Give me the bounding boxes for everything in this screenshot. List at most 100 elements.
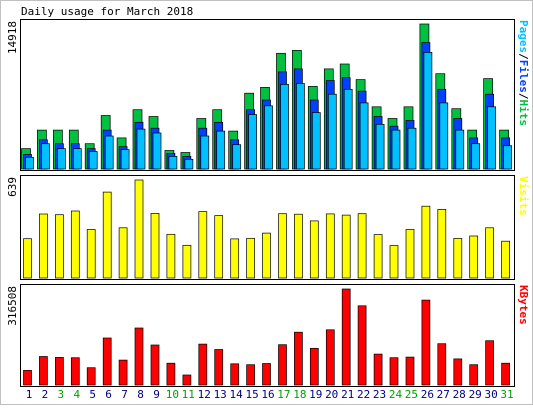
bar-kbytes-day-12 <box>198 343 208 386</box>
bar-visits-day-14 <box>230 238 240 279</box>
day-label-11: 11 <box>182 388 195 401</box>
day-label-6: 6 <box>105 388 112 401</box>
bar-kbytes-day-25 <box>405 356 415 386</box>
bar-visits-day-24 <box>389 245 399 279</box>
day-label-19: 19 <box>309 388 322 401</box>
bar-visits-day-21 <box>341 214 351 279</box>
panel-usage-legend: Pages/Files/Hits <box>517 20 530 126</box>
panel-visits-legend: Visits <box>517 176 530 216</box>
bar-kbytes-day-20 <box>325 329 335 386</box>
bar-pages-day-17 <box>280 84 289 170</box>
bar-pages-day-31 <box>503 145 512 170</box>
day-label-27: 27 <box>437 388 450 401</box>
bar-pages-day-19 <box>311 112 321 170</box>
day-label-26: 26 <box>421 388 434 401</box>
day-label-9: 9 <box>153 388 160 401</box>
bar-pages-day-12 <box>200 135 210 170</box>
bar-kbytes-day-1 <box>23 370 32 386</box>
day-label-1: 1 <box>26 388 33 401</box>
day-label-14: 14 <box>229 388 243 401</box>
bar-visits-day-2 <box>39 213 48 279</box>
bar-pages-day-4 <box>72 148 82 170</box>
bar-kbytes-day-15 <box>246 364 255 386</box>
bar-visits-day-30 <box>485 227 494 279</box>
bar-visits-day-27 <box>437 209 447 279</box>
day-label-15: 15 <box>245 388 258 401</box>
panel-usage-ymax-label: 14918 <box>6 21 19 54</box>
day-label-31: 31 <box>500 388 513 401</box>
bar-visits-day-26 <box>421 205 431 279</box>
day-label-10: 10 <box>166 388 179 401</box>
bar-visits-day-1 <box>23 238 32 279</box>
legend-usage-part-0: Pages <box>517 20 530 53</box>
bar-kbytes-day-31 <box>501 362 510 386</box>
day-label-7: 7 <box>121 388 128 401</box>
day-label-8: 8 <box>137 388 144 401</box>
bar-pages-day-22 <box>359 102 369 170</box>
bar-visits-day-11 <box>182 244 192 279</box>
panel-kbytes-legend: KBytes <box>517 285 530 325</box>
bar-kbytes-day-27 <box>437 343 447 386</box>
bar-visits-day-23 <box>373 234 383 279</box>
day-label-5: 5 <box>89 388 96 401</box>
day-label-16: 16 <box>261 388 274 401</box>
bar-visits-day-4 <box>70 210 80 279</box>
bar-visits-day-10 <box>166 233 176 279</box>
bar-kbytes-day-19 <box>309 347 319 386</box>
bar-pages-day-20 <box>327 93 337 170</box>
day-label-29: 29 <box>469 388 482 401</box>
bar-kbytes-day-28 <box>453 358 463 386</box>
bar-kbytes-day-14 <box>230 363 240 386</box>
bar-pages-day-26 <box>423 52 433 170</box>
bar-pages-day-2 <box>41 143 50 170</box>
bar-kbytes-day-18 <box>294 331 303 386</box>
bar-kbytes-day-3 <box>55 357 64 386</box>
bar-kbytes-day-21 <box>341 288 351 386</box>
bar-visits-day-22 <box>357 213 367 279</box>
bar-visits-day-12 <box>198 211 208 279</box>
bar-pages-day-14 <box>232 144 242 170</box>
bar-kbytes-day-13 <box>214 349 224 386</box>
bar-kbytes-day-8 <box>134 327 144 386</box>
bar-visits-day-6 <box>102 191 112 279</box>
bar-pages-day-29 <box>471 143 481 170</box>
bar-pages-day-3 <box>57 148 66 170</box>
bar-pages-day-10 <box>168 156 178 170</box>
bar-pages-day-16 <box>264 105 273 170</box>
bar-visits-day-7 <box>118 227 128 279</box>
bar-kbytes-day-26 <box>421 299 431 386</box>
bar-visits-day-3 <box>55 214 64 279</box>
bar-pages-day-15 <box>248 114 257 170</box>
day-label-13: 13 <box>214 388 227 401</box>
bar-visits-day-8 <box>134 179 144 279</box>
bar-pages-day-30 <box>487 106 496 170</box>
bar-kbytes-day-24 <box>389 357 399 386</box>
day-label-3: 3 <box>57 388 64 401</box>
bar-visits-day-16 <box>262 232 271 279</box>
bar-kbytes-day-17 <box>278 344 287 386</box>
bar-pages-day-5 <box>88 151 98 170</box>
bar-visits-day-19 <box>309 220 319 279</box>
bar-kbytes-day-23 <box>373 353 383 386</box>
bar-pages-day-7 <box>120 149 130 170</box>
bar-visits-day-5 <box>86 229 96 279</box>
bar-visits-day-17 <box>278 213 287 279</box>
legend-usage-part-2: Files <box>517 60 530 93</box>
bar-visits-day-20 <box>325 213 335 279</box>
bar-kbytes-day-16 <box>262 363 271 386</box>
bar-kbytes-day-11 <box>182 374 192 386</box>
bar-pages-day-23 <box>375 123 385 170</box>
bar-pages-day-6 <box>104 135 114 170</box>
day-label-4: 4 <box>73 388 80 401</box>
day-label-28: 28 <box>453 388 466 401</box>
day-label-20: 20 <box>325 388 338 401</box>
bar-kbytes-day-2 <box>39 356 48 386</box>
day-label-22: 22 <box>357 388 370 401</box>
bar-pages-day-27 <box>439 102 449 170</box>
bar-visits-day-15 <box>246 237 255 279</box>
bar-pages-day-21 <box>343 88 353 170</box>
bar-pages-day-25 <box>407 127 417 170</box>
legend-visits-part-0: Visits <box>517 176 530 216</box>
